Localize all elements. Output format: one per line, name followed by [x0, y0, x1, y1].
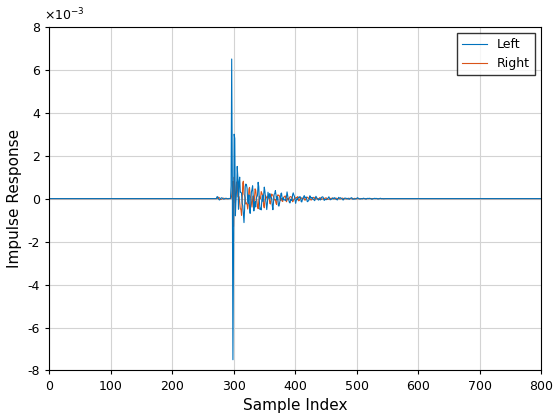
- Right: [419, 196, 426, 201]
- Line: Left: Left: [49, 59, 540, 360]
- Legend: Left, Right: Left, Right: [457, 33, 535, 75]
- Right: [230, 224, 237, 229]
- Left: [345, 197, 352, 202]
- Y-axis label: Impulse Response: Impulse Response: [7, 129, 22, 268]
- Left: [360, 196, 367, 201]
- Left: [76, 196, 82, 201]
- Left: [470, 196, 477, 201]
- Right: [360, 196, 367, 201]
- Left: [46, 196, 53, 201]
- Right: [537, 196, 544, 201]
- Left: [332, 197, 339, 202]
- Left: [419, 196, 426, 201]
- X-axis label: Sample Index: Sample Index: [243, 398, 347, 413]
- Right: [46, 196, 53, 201]
- Right: [332, 196, 339, 201]
- Line: Right: Right: [49, 177, 540, 226]
- Right: [231, 175, 237, 180]
- Text: $\times10^{-3}$: $\times10^{-3}$: [44, 7, 85, 24]
- Left: [537, 196, 544, 201]
- Right: [345, 196, 352, 201]
- Right: [76, 196, 82, 201]
- Right: [470, 196, 477, 201]
- Left: [228, 56, 235, 61]
- Left: [230, 357, 236, 362]
